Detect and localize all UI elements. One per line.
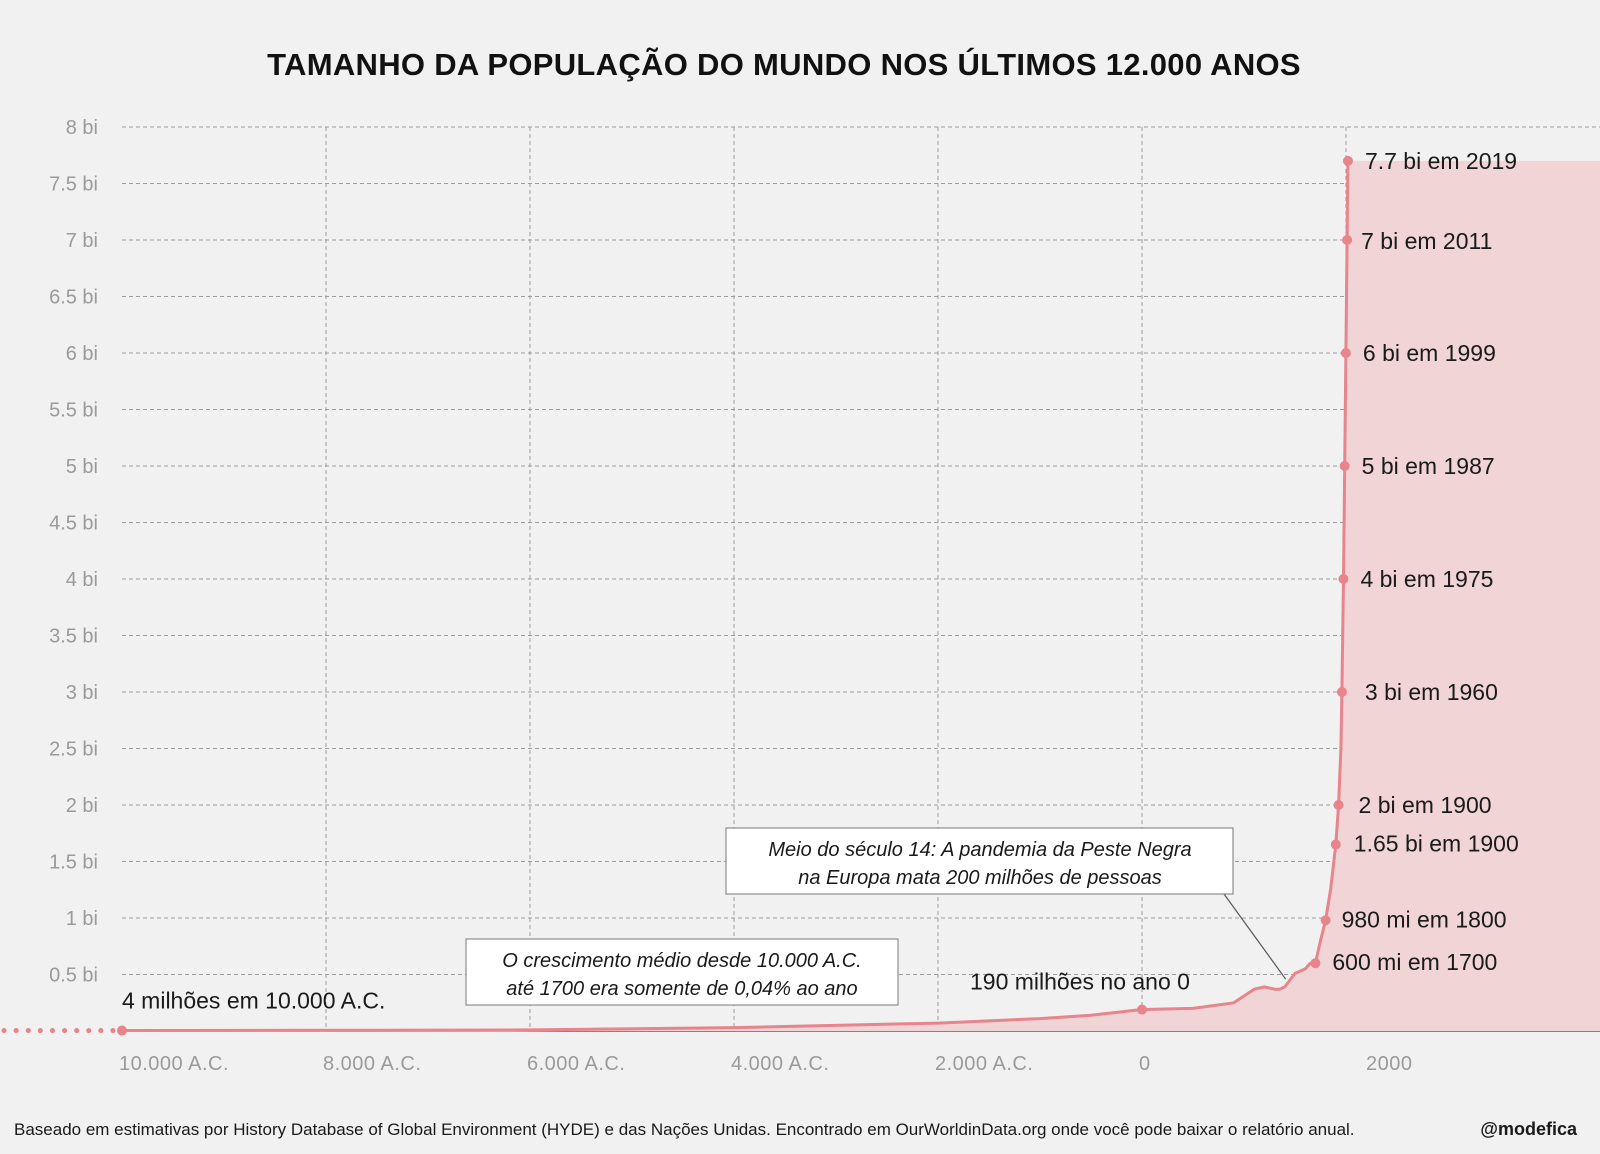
data-label: 190 milhões no ano 0	[970, 969, 1190, 995]
y-tick-label: 6.5 bi	[49, 287, 98, 309]
data-label: 1.65 bi em 1900	[1354, 831, 1519, 857]
y-tick-label: 4 bi	[66, 569, 98, 591]
y-axis: 0.5 bi 1 bi 1.5 bi 2 bi 2.5 bi 3 bi 3.5 bi 4 bi…	[49, 117, 98, 987]
x-tick-label: 2.000 A.C.	[935, 1053, 1033, 1075]
data-label: 7 bi em 2011	[1361, 228, 1492, 254]
annotations: Meio do século 14: A pandemia da Peste N…	[465, 827, 1287, 1006]
plot-area	[1, 160, 1600, 1034]
x-axis: 10.000 A.C. 8.000 A.C. 6.000 A.C. 4.000 A.C…	[119, 1053, 1413, 1075]
annotation-text: até 1700 era somente de 0,04% ao ano	[506, 978, 857, 1000]
data-label: 3 bi em 1960	[1365, 679, 1498, 705]
y-tick-label: 8 bi	[66, 117, 98, 139]
data-point	[1342, 235, 1353, 245]
footer-source: Baseado em estimativas por History Datab…	[14, 1120, 1355, 1139]
data-point	[1320, 915, 1331, 926]
annotation-text: Meio do século 14: A pandemia da Peste N…	[768, 839, 1191, 861]
data-point	[1338, 574, 1349, 584]
data-label: 980 mi em 1800	[1342, 906, 1507, 932]
data-point	[117, 1025, 127, 1036]
annotation-text: na Europa mata 200 milhões de pessoas	[798, 867, 1162, 889]
x-tick-label: 10.000 A.C.	[119, 1053, 229, 1075]
annotation-box	[725, 827, 1234, 895]
data-point	[1340, 348, 1351, 358]
data-label: 6 bi em 1999	[1363, 340, 1496, 366]
annotation-box	[465, 938, 899, 1006]
data-point	[1137, 1004, 1147, 1015]
y-tick-label: 1 bi	[66, 908, 98, 930]
annotation-pointer	[1223, 893, 1287, 980]
y-tick-label: 3.5 bi	[49, 626, 98, 648]
y-tick-label: 3 bi	[66, 682, 98, 704]
y-tick-label: 5 bi	[66, 456, 98, 478]
data-point	[1339, 461, 1350, 471]
data-point	[1336, 687, 1347, 697]
y-tick-label: 7.5 bi	[49, 174, 98, 196]
data-label: 7.7 bi em 2019	[1365, 148, 1517, 174]
y-tick-label: 4.5 bi	[49, 513, 98, 535]
data-point	[1333, 800, 1344, 810]
data-label: 2 bi em 1900	[1359, 792, 1492, 818]
x-tick-label: 0	[1139, 1053, 1151, 1075]
x-tick-label: 4.000 A.C.	[731, 1053, 829, 1075]
markers: 4 milhões em 10.000 A.C. 190 milhões no a…	[117, 148, 1519, 1036]
data-label: 4 milhões em 10.000 A.C.	[122, 988, 385, 1014]
data-label: 5 bi em 1987	[1362, 453, 1495, 479]
data-point	[1342, 155, 1353, 166]
data-label: 600 mi em 1700	[1332, 949, 1497, 975]
footer-brand: @modefica	[1480, 1119, 1578, 1139]
data-point	[1310, 958, 1321, 969]
series-line	[121, 160, 1350, 1032]
data-label: 4 bi em 1975	[1360, 566, 1493, 592]
x-tick-label: 6.000 A.C.	[527, 1053, 625, 1075]
data-point	[1330, 839, 1341, 850]
x-tick-label: 2000	[1366, 1053, 1413, 1075]
annotation-text: O crescimento médio desde 10.000 A.C.	[502, 950, 861, 972]
y-tick-label: 5.5 bi	[49, 400, 98, 422]
y-tick-label: 7 bi	[66, 230, 98, 252]
x-tick-label: 8.000 A.C.	[323, 1053, 421, 1075]
y-tick-label: 6 bi	[66, 343, 98, 365]
y-tick-label: 0.5 bi	[49, 965, 98, 987]
y-tick-label: 2 bi	[66, 795, 98, 817]
y-tick-label: 2.5 bi	[49, 739, 98, 761]
y-tick-label: 1.5 bi	[49, 852, 98, 874]
chart-title: TAMANHO DA POPULAÇÃO DO MUNDO NOS ÚLTIMO…	[267, 46, 1301, 82]
series-area	[122, 160, 1600, 1031]
